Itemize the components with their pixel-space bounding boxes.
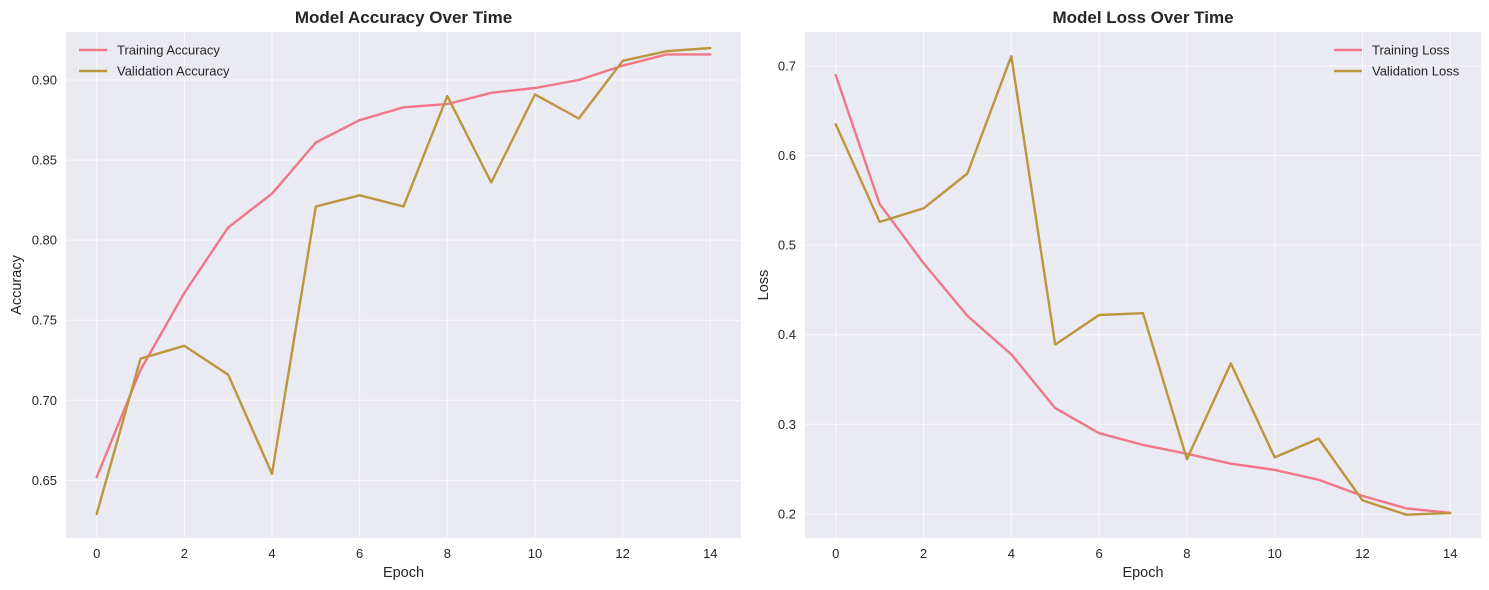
y-axis-label: Accuracy bbox=[9, 254, 25, 314]
plot-area bbox=[805, 32, 1481, 538]
x-tick-label: 0 bbox=[93, 546, 100, 561]
y-tick-label: 0.90 bbox=[32, 73, 57, 88]
y-tick-label: 0.7 bbox=[778, 59, 796, 74]
series-line bbox=[95, 46, 712, 516]
loss-chart: 0 2 4 6 8 10 12 14 0.2 0.3 0.4 0.5 0.6 0.7 Model Loss … bbox=[756, 8, 1481, 581]
grid bbox=[805, 32, 1481, 538]
series-line bbox=[834, 55, 1452, 516]
series-lines bbox=[834, 55, 1452, 516]
x-tick-labels: 0 2 4 6 8 10 12 14 bbox=[832, 546, 1457, 561]
chart-title: Model Accuracy Over Time bbox=[295, 8, 512, 27]
x-tick-label: 4 bbox=[268, 546, 275, 561]
y-tick-label: 0.3 bbox=[778, 417, 796, 432]
x-tick-label: 8 bbox=[1183, 546, 1190, 561]
chart-title: Model Loss Over Time bbox=[1052, 8, 1233, 27]
legend: Training Accuracy Validation Accuracy bbox=[79, 43, 230, 79]
plot-area bbox=[66, 32, 741, 538]
series-line bbox=[834, 73, 1452, 515]
y-tick-label: 0.6 bbox=[778, 148, 796, 163]
y-tick-label: 0.70 bbox=[32, 393, 57, 408]
legend-label: Training Accuracy bbox=[117, 43, 220, 58]
x-tick-labels: 0 2 4 6 8 10 12 14 bbox=[93, 546, 717, 561]
x-tick-label: 8 bbox=[444, 546, 451, 561]
y-axis-label: Loss bbox=[756, 270, 772, 301]
y-tick-label: 0.75 bbox=[32, 313, 57, 328]
x-tick-label: 2 bbox=[920, 546, 927, 561]
grid bbox=[66, 32, 741, 538]
x-tick-label: 6 bbox=[1095, 546, 1102, 561]
legend-label: Training Loss bbox=[1372, 43, 1450, 58]
x-tick-label: 4 bbox=[1008, 546, 1015, 561]
x-tick-label: 6 bbox=[356, 546, 363, 561]
y-tick-label: 0.4 bbox=[778, 327, 796, 342]
x-tick-label: 14 bbox=[1443, 546, 1457, 561]
x-tick-label: 0 bbox=[832, 546, 839, 561]
accuracy-chart: 0 2 4 6 8 10 12 14 0.65 0.70 0.75 0.80 0.85 0.90 Model… bbox=[9, 8, 741, 581]
y-tick-labels: 0.65 0.70 0.75 0.80 0.85 0.90 bbox=[32, 73, 57, 488]
y-tick-label: 0.5 bbox=[778, 238, 796, 253]
y-tick-labels: 0.2 0.3 0.4 0.5 0.6 0.7 bbox=[778, 59, 796, 522]
x-tick-label: 14 bbox=[703, 546, 717, 561]
y-tick-label: 0.2 bbox=[778, 506, 796, 521]
x-tick-label: 10 bbox=[528, 546, 542, 561]
x-tick-label: 12 bbox=[615, 546, 629, 561]
x-tick-label: 2 bbox=[181, 546, 188, 561]
y-tick-label: 0.65 bbox=[32, 473, 57, 488]
x-tick-label: 12 bbox=[1355, 546, 1369, 561]
legend: Training Loss Validation Loss bbox=[1334, 43, 1460, 79]
series-line bbox=[95, 53, 712, 479]
y-tick-label: 0.80 bbox=[32, 233, 57, 248]
legend-label: Validation Accuracy bbox=[117, 64, 230, 79]
series-lines bbox=[95, 46, 712, 516]
x-tick-label: 10 bbox=[1267, 546, 1281, 561]
x-axis-label: Epoch bbox=[1122, 565, 1163, 581]
y-tick-label: 0.85 bbox=[32, 153, 57, 168]
legend-label: Validation Loss bbox=[1372, 64, 1460, 79]
x-axis-label: Epoch bbox=[383, 565, 424, 581]
